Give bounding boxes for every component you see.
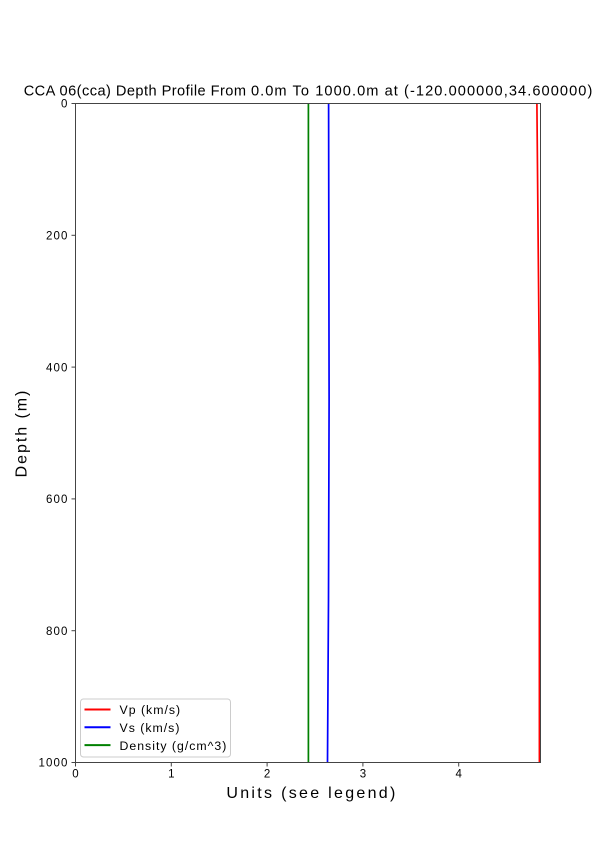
svg-text:Density (g/cm^3): Density (g/cm^3) bbox=[120, 739, 228, 753]
svg-text:1: 1 bbox=[168, 769, 174, 781]
svg-text:3: 3 bbox=[360, 769, 366, 781]
svg-text:0: 0 bbox=[61, 99, 69, 111]
svg-text:4: 4 bbox=[455, 769, 462, 781]
svg-text:Vs (km/s): Vs (km/s) bbox=[120, 721, 181, 735]
svg-text:600: 600 bbox=[46, 494, 69, 506]
svg-text:800: 800 bbox=[46, 626, 69, 638]
svg-text:1000: 1000 bbox=[39, 758, 69, 770]
svg-text:CCA 06(cca) Depth Profile From: CCA 06(cca) Depth Profile From 0.0m To 1… bbox=[24, 83, 594, 99]
svg-text:400: 400 bbox=[46, 362, 69, 374]
svg-text:Depth (m): Depth (m) bbox=[14, 389, 31, 478]
svg-text:Vp (km/s): Vp (km/s) bbox=[120, 703, 182, 717]
svg-text:0: 0 bbox=[72, 769, 78, 781]
svg-text:2: 2 bbox=[264, 769, 270, 781]
svg-text:Units (see legend): Units (see legend) bbox=[226, 785, 397, 802]
svg-text:200: 200 bbox=[46, 231, 69, 243]
